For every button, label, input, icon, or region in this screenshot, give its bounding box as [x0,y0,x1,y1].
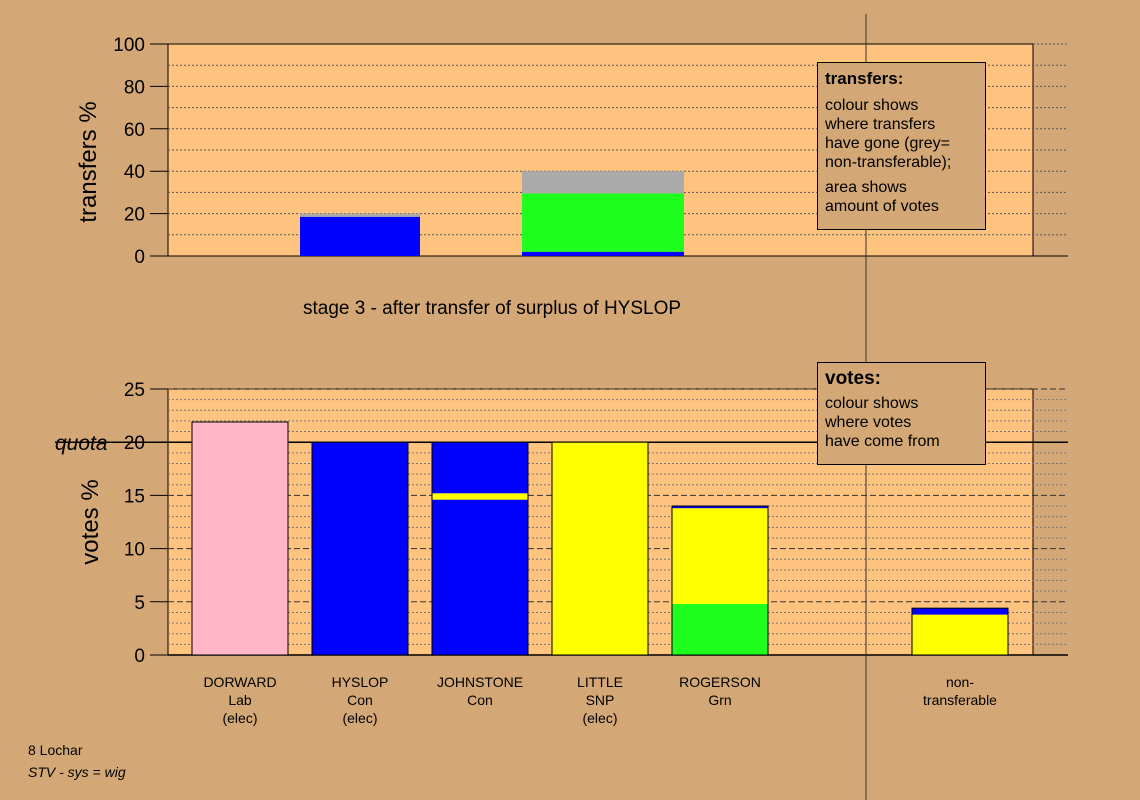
vote-bar-segment [672,508,768,604]
votes-y-tick-label: 0 [134,646,145,667]
vote-bar-segment [192,421,288,655]
vote-bar-segment [312,442,408,655]
vote-bar-segment [432,442,528,494]
transfers-y-tick-label: 60 [124,120,145,141]
votes-y-axis-label: votes % [77,479,104,564]
vote-bar-segment [672,506,768,509]
candidate-label: HYSLOP Con (elec) [332,674,389,726]
candidate-label: LITTLE SNP (elec) [577,674,623,726]
votes-y-tick-label: 15 [124,486,145,507]
transfers-legend-title: transfers: [825,69,904,88]
transfers-legend-colour-text: colour shows where transfers have gone (… [825,97,952,171]
quota-label: quota [55,432,108,455]
vote-bar-outline [191,421,289,656]
votes-y-tick-label: 10 [124,540,145,561]
vote-bar-segment [552,442,648,655]
transfer-bar-segment [522,171,684,194]
vote-bar-outline [671,505,769,656]
transfers-legend: transfers: colour shows where transfers … [817,62,986,230]
candidate-label: non-transferable [923,674,997,708]
votes-y-tick-label: 20 [124,433,145,454]
candidate-label: JOHNSTONE Con [437,674,523,708]
votes-y-tick-label: 25 [124,380,145,401]
candidate-label: DORWARD Lab (elec) [203,674,276,726]
vote-bar-segment [432,493,528,500]
transfers-y-tick-label: 80 [124,77,145,98]
constituency-label: 8 Lochar [28,742,83,758]
vote-bar-segment [912,614,1008,655]
vote-bar-segment [912,608,1008,615]
vote-bar-segment [432,499,528,655]
transfer-bar-segment [300,216,420,256]
transfer-bar-segment [300,213,420,217]
transfers-y-tick-label: 20 [124,205,145,226]
vote-bar-segment [672,603,768,655]
vote-bar-outline [311,441,409,656]
stage-caption: stage 3 - after transfer of surplus of H… [303,298,681,319]
vote-bar-outline [431,441,529,656]
transfers-legend-area-text: area shows amount of votes [825,179,939,215]
votes-legend-colour-text: colour shows where votes have come from [825,395,940,450]
system-label: STV - sys = wig [28,764,126,780]
vote-bar-outline [911,607,1009,656]
transfers-y-tick-label: 100 [113,35,145,56]
vote-bar-outline [551,441,649,656]
transfers-y-tick-label: 40 [124,162,145,183]
candidate-label: ROGERSON Grn [679,674,761,708]
transfers-y-axis-label: transfers % [75,101,102,222]
votes-legend-title: votes: [825,368,881,389]
transfers-y-tick-label: 0 [134,247,145,268]
votes-legend: votes: colour shows where votes have com… [817,362,986,465]
transfer-bar-segment [522,193,684,252]
transfer-bar-segment [522,251,684,256]
votes-y-tick-label: 5 [134,593,145,614]
